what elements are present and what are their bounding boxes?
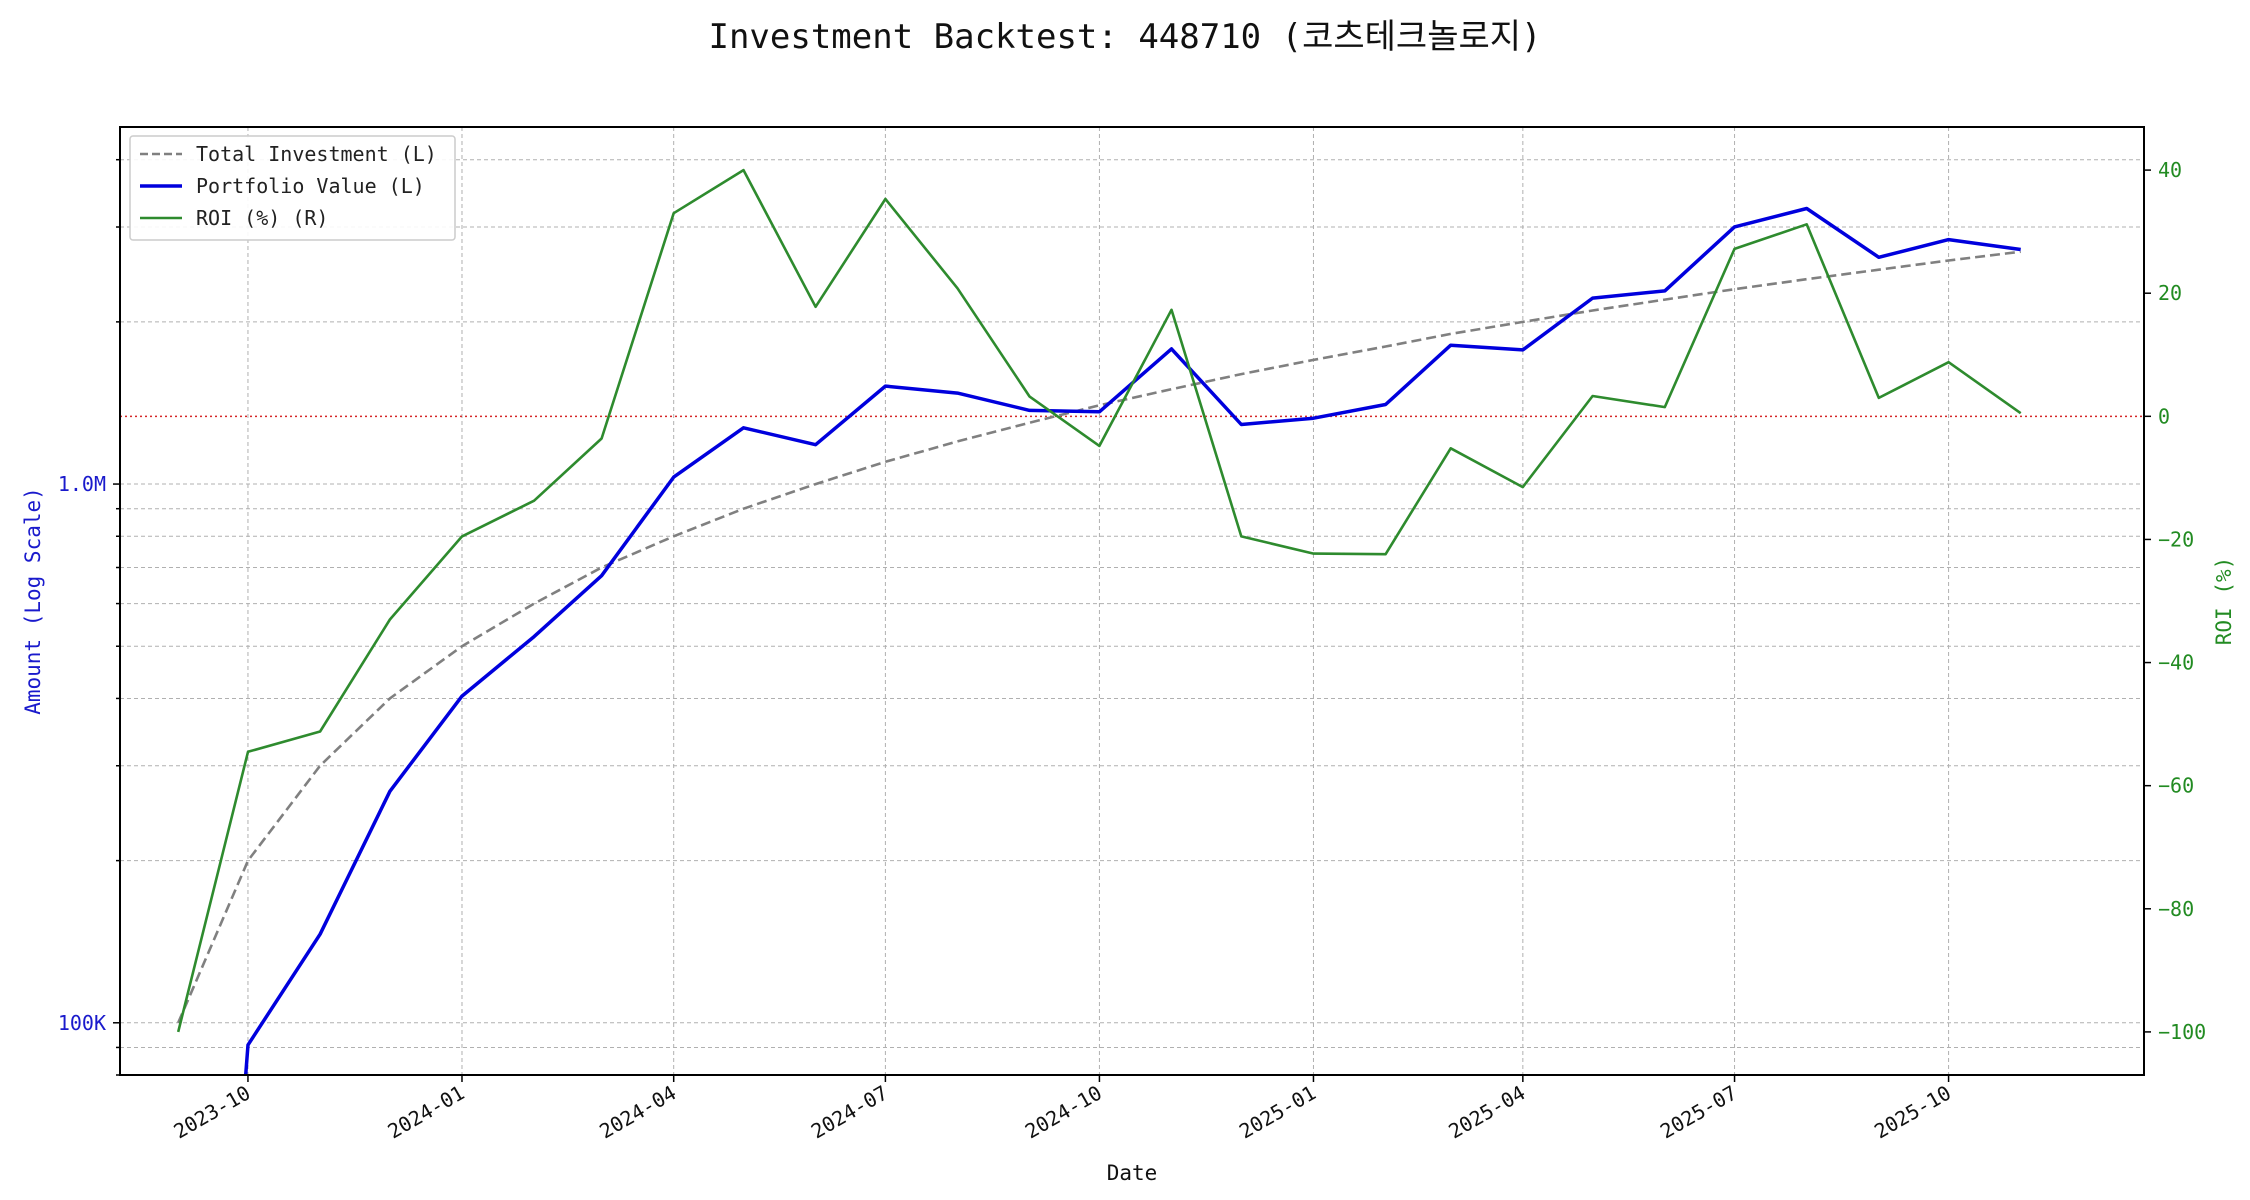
grid <box>120 127 2144 1076</box>
x-tick-label: 2025-01 <box>1235 1081 1320 1144</box>
series-layer <box>176 168 2022 1075</box>
y-right-tick-label: −60 <box>2158 774 2194 798</box>
y-right-tick-label: −80 <box>2158 897 2194 921</box>
y-right-tick-label: 0 <box>2158 404 2170 428</box>
y-right-tick-label: 20 <box>2158 281 2182 305</box>
series-line-0 <box>177 250 2021 1024</box>
x-tick-label: 2023-10 <box>169 1081 254 1144</box>
y-right-tick-label: −100 <box>2158 1020 2206 1044</box>
x-tick-label: 2024-07 <box>807 1081 892 1144</box>
y-right-tick-label: −40 <box>2158 651 2194 675</box>
x-tick-label: 2025-07 <box>1656 1081 1741 1144</box>
series-line-2 <box>176 168 2022 1033</box>
legend-label-0: Total Investment (L) <box>196 142 437 166</box>
x-tick-label: 2024-01 <box>383 1081 468 1144</box>
x-tick-label: 2024-04 <box>595 1081 680 1144</box>
x-tick-label: 2025-04 <box>1444 1081 1529 1144</box>
y-right-tick-label: −20 <box>2158 527 2194 551</box>
x-axis: 2023-10 2024-01 2024-04 2024-07 2024-10 2025-… <box>169 1075 1955 1143</box>
y-axis-left-label: Amount (Log Scale) <box>21 487 45 715</box>
x-axis-label: Date <box>1107 1161 1158 1185</box>
y-left-tick-label: 1.0M <box>58 472 106 496</box>
y-axis-left: 100K 1.0M <box>58 158 120 1076</box>
legend: Total Investment (L) Portfolio Value (L) R… <box>129 135 456 241</box>
plot-area-frame <box>119 126 2145 1076</box>
y-axis-right-label: ROI (%) <box>2212 557 2236 646</box>
chart-title: Investment Backtest: 448710 (코츠테크놀로지) <box>708 17 1541 57</box>
y-right-tick-label: 40 <box>2158 158 2182 182</box>
legend-label-2: ROI (%) (R) <box>196 206 328 230</box>
x-tick-label: 2025-10 <box>1870 1081 1955 1144</box>
series-line-1 <box>243 206 2021 1075</box>
legend-box <box>129 135 456 241</box>
y-left-tick-label: 100K <box>58 1011 106 1035</box>
x-tick-label: 2024-10 <box>1021 1081 1106 1144</box>
y-axis-right: 40 20 0 −20 −40 −60 −80 −100 <box>2144 158 2206 1044</box>
legend-label-1: Portfolio Value (L) <box>196 174 425 198</box>
